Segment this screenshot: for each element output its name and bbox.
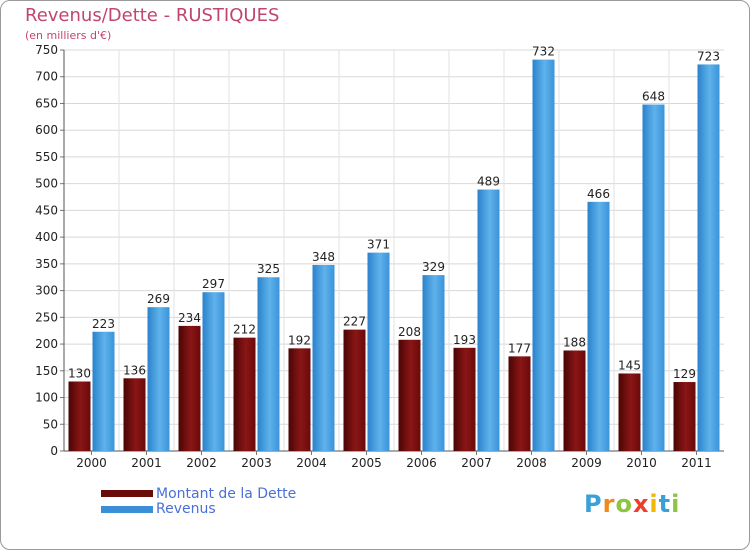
y-tick-label: 750 [35, 43, 58, 57]
bar-revenue-2006 [422, 275, 445, 451]
data-label-debt-2008: 177 [508, 341, 531, 355]
logo-letter: t [658, 490, 672, 518]
x-tick-label: 2000 [76, 456, 107, 470]
bar-revenue-2003 [257, 277, 280, 451]
bar-layer [68, 59, 720, 452]
bar-revenue-2008 [532, 59, 555, 452]
y-tick-label: 0 [50, 444, 58, 458]
data-label-revenue-2005: 371 [367, 238, 390, 252]
y-tick-label: 200 [35, 337, 58, 351]
data-label-revenue-2006: 329 [422, 260, 445, 274]
data-label-revenue-2008: 732 [532, 45, 555, 59]
x-tick-label: 2010 [626, 456, 657, 470]
x-tick-label: 2007 [461, 456, 492, 470]
data-label-revenue-2002: 297 [202, 277, 225, 291]
y-tick-label: 550 [35, 150, 58, 164]
data-label-revenue-2009: 466 [587, 187, 610, 201]
data-label-debt-2007: 193 [453, 333, 476, 347]
logo-letter: i [649, 490, 659, 518]
y-tick-label: 450 [35, 203, 58, 217]
x-tick-label: 2005 [351, 456, 382, 470]
bar-debt-2001 [123, 378, 146, 451]
bar-revenue-2001 [147, 307, 170, 451]
legend-label-revenue: Revenus [156, 501, 216, 517]
x-tick-label: 2011 [681, 456, 712, 470]
bar-debt-2003 [233, 337, 256, 451]
bar-debt-2002 [178, 325, 201, 451]
y-tick-label: 150 [35, 364, 58, 378]
label-layer: 0 50 100 150 200 250 300 350 400 450 500 550 600 650 7… [35, 43, 720, 470]
data-label-revenue-2007: 489 [477, 175, 500, 189]
bar-debt-2011 [673, 382, 696, 451]
bar-revenue-2009 [587, 201, 610, 451]
data-label-debt-2010: 145 [618, 358, 641, 372]
data-label-debt-2002: 234 [178, 311, 201, 325]
bar-debt-2004 [288, 348, 311, 451]
y-tick-label: 50 [43, 417, 58, 431]
data-label-debt-2011: 129 [673, 367, 696, 381]
logo-letter: o [615, 490, 633, 518]
data-label-debt-2006: 208 [398, 325, 421, 339]
bar-revenue-2004 [312, 264, 335, 451]
data-label-revenue-2011: 723 [697, 49, 720, 63]
bar-debt-2007 [453, 347, 476, 451]
bar-debt-2006 [398, 339, 421, 451]
y-tick-label: 350 [35, 257, 58, 271]
bar-revenue-2002 [202, 292, 225, 451]
logo-letter: r [602, 490, 616, 518]
data-label-debt-2009: 188 [563, 335, 586, 349]
data-label-revenue-2000: 223 [92, 317, 115, 331]
logo-letter: i [671, 490, 681, 518]
legend-swatch-revenue [101, 506, 153, 513]
bar-revenue-2007 [477, 189, 500, 451]
bar-debt-2005 [343, 329, 366, 451]
y-tick-label: 650 [35, 96, 58, 110]
y-tick-label: 700 [35, 70, 58, 84]
chart-subtitle: (en milliers d'€) [25, 29, 112, 42]
y-tick-label: 300 [35, 284, 58, 298]
x-tick-label: 2003 [241, 456, 272, 470]
y-tick-label: 400 [35, 230, 58, 244]
proxiti-logo: Proxiti [584, 490, 680, 518]
bar-debt-2000 [68, 381, 91, 451]
y-tick-label: 250 [35, 310, 58, 324]
data-label-revenue-2010: 648 [642, 90, 665, 104]
data-label-debt-2004: 192 [288, 333, 311, 347]
bar-revenue-2011 [697, 64, 720, 451]
x-tick-label: 2002 [186, 456, 217, 470]
data-label-revenue-2004: 348 [312, 250, 335, 264]
y-tick-label: 600 [35, 123, 58, 137]
bar-revenue-2005 [367, 252, 390, 451]
data-label-debt-2005: 227 [343, 315, 366, 329]
y-tick-label: 100 [35, 391, 58, 405]
data-label-debt-2003: 212 [233, 323, 256, 337]
legend-swatch-debt [101, 490, 153, 497]
data-label-debt-2000: 130 [68, 366, 91, 380]
bar-debt-2008 [508, 356, 531, 451]
x-tick-label: 2004 [296, 456, 327, 470]
logo-letter: P [584, 490, 603, 518]
x-tick-label: 2009 [571, 456, 602, 470]
data-label-revenue-2003: 325 [257, 262, 280, 276]
x-tick-label: 2008 [516, 456, 547, 470]
legend-label-debt: Montant de la Dette [156, 486, 297, 502]
x-tick-label: 2001 [131, 456, 162, 470]
x-tick-label: 2006 [406, 456, 437, 470]
axis-layer [60, 49, 724, 455]
y-tick-label: 500 [35, 177, 58, 191]
logo-letter: x [632, 490, 650, 518]
chart-title: Revenus/Dette - RUSTIQUES [25, 5, 280, 26]
bar-debt-2009 [563, 350, 586, 451]
data-label-revenue-2001: 269 [147, 292, 170, 306]
bar-debt-2010 [618, 373, 641, 451]
grid-layer [64, 49, 724, 451]
data-label-debt-2001: 136 [123, 363, 146, 377]
bar-revenue-2010 [642, 104, 665, 451]
bar-revenue-2000 [92, 331, 115, 451]
